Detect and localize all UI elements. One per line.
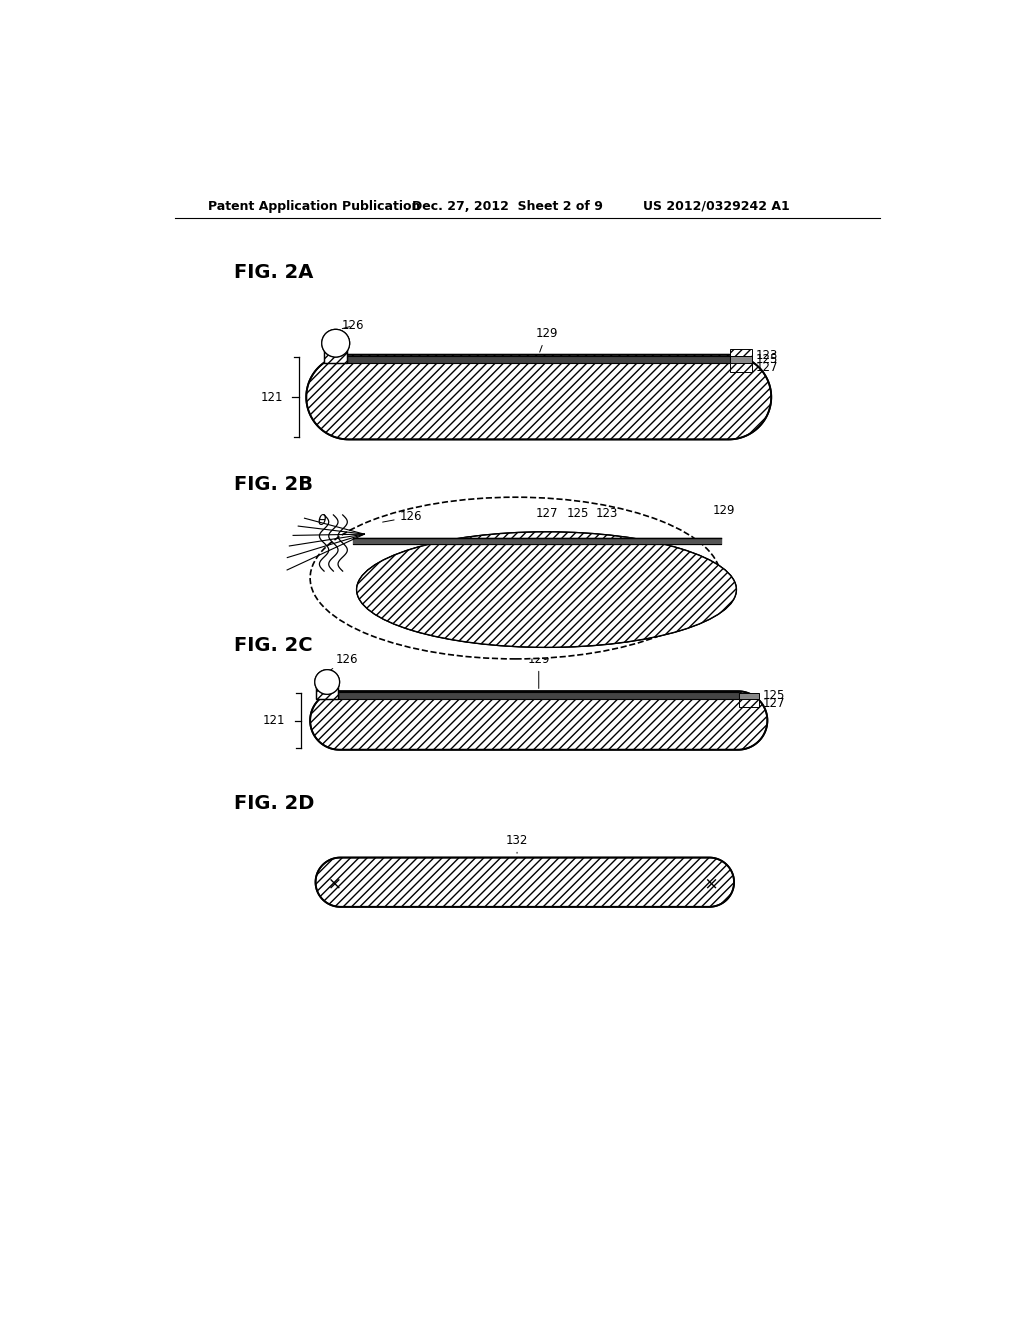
Bar xyxy=(739,700,759,708)
Text: 121: 121 xyxy=(263,714,286,727)
Circle shape xyxy=(322,330,349,358)
Bar xyxy=(338,692,739,700)
Bar xyxy=(730,356,752,363)
Polygon shape xyxy=(315,858,734,907)
Circle shape xyxy=(314,669,340,694)
Text: 129: 129 xyxy=(713,504,735,517)
Text: 129: 129 xyxy=(527,653,550,689)
Bar xyxy=(730,350,752,356)
Bar xyxy=(347,355,730,363)
Text: θ: θ xyxy=(317,513,327,528)
Text: 129: 129 xyxy=(536,327,558,352)
Ellipse shape xyxy=(356,532,736,647)
Text: 125: 125 xyxy=(763,689,785,702)
Bar xyxy=(324,345,347,363)
Text: Patent Application Publication: Patent Application Publication xyxy=(208,199,420,213)
Text: 121: 121 xyxy=(260,391,283,404)
Text: 127: 127 xyxy=(756,362,778,375)
Circle shape xyxy=(314,669,340,694)
Text: 123: 123 xyxy=(596,507,618,520)
Text: 126: 126 xyxy=(331,653,357,669)
Bar xyxy=(324,345,347,363)
Text: 126: 126 xyxy=(341,319,364,333)
Text: FIG. 2D: FIG. 2D xyxy=(234,795,314,813)
Bar xyxy=(316,685,338,700)
Ellipse shape xyxy=(310,498,721,659)
Text: 127: 127 xyxy=(536,507,558,520)
Text: FIG. 2A: FIG. 2A xyxy=(234,263,313,281)
Ellipse shape xyxy=(356,532,736,647)
Text: 123: 123 xyxy=(756,350,778,363)
Text: 132: 132 xyxy=(506,834,528,853)
Bar xyxy=(347,355,730,363)
Polygon shape xyxy=(306,355,771,440)
Text: 125: 125 xyxy=(756,354,778,366)
Text: 127: 127 xyxy=(763,697,785,710)
Text: US 2012/0329242 A1: US 2012/0329242 A1 xyxy=(643,199,791,213)
Text: 125: 125 xyxy=(566,507,589,520)
Bar xyxy=(739,693,759,700)
Bar xyxy=(316,685,338,700)
Text: FIG. 2C: FIG. 2C xyxy=(234,636,312,655)
Circle shape xyxy=(322,330,349,358)
Bar xyxy=(730,363,752,372)
Text: 126: 126 xyxy=(383,511,422,523)
Text: FIG. 2B: FIG. 2B xyxy=(234,474,313,494)
Bar xyxy=(338,692,739,700)
Text: Dec. 27, 2012  Sheet 2 of 9: Dec. 27, 2012 Sheet 2 of 9 xyxy=(413,199,603,213)
Polygon shape xyxy=(310,692,767,750)
